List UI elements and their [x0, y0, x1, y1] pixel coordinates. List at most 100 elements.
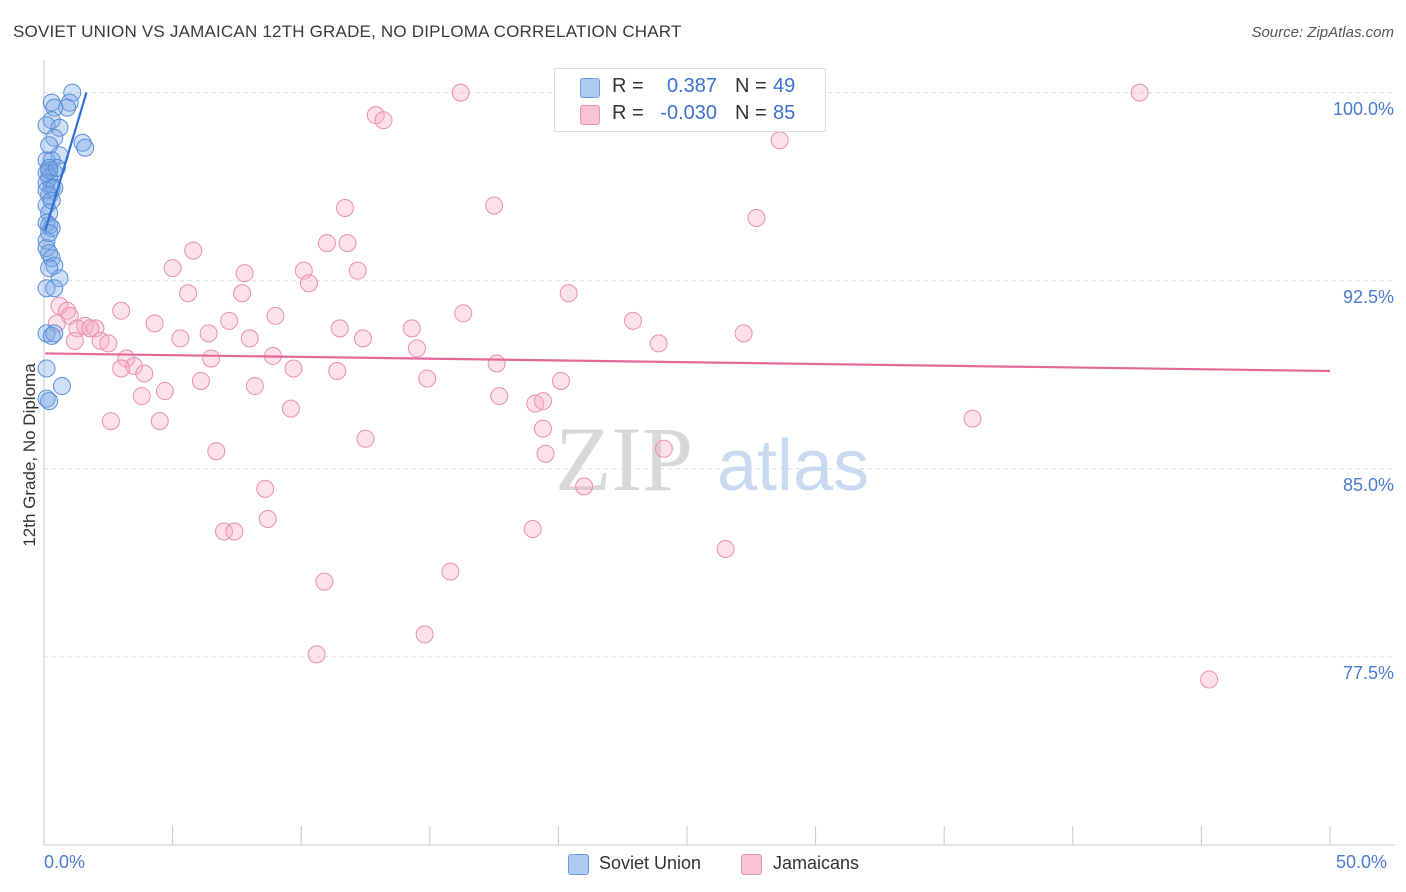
soviet-point — [58, 98, 77, 117]
soviet-r-value: 0.387 — [666, 75, 717, 97]
jamaican-point — [575, 477, 594, 496]
jamaican-point — [266, 306, 285, 325]
jamaican-point — [353, 329, 372, 348]
jamaican-point — [407, 339, 426, 358]
jamaican-point — [171, 329, 190, 348]
jamaicans-legend-swatch — [741, 854, 762, 875]
jamaican-point — [245, 377, 264, 396]
jamaicans-n-value: 85 — [773, 102, 796, 124]
soviet-point — [53, 377, 72, 396]
jamaican-point — [256, 479, 275, 498]
jamaican-point — [770, 131, 789, 150]
jamaicans-swatch — [580, 105, 600, 125]
legend-row-jamaicans: R = -0.030 N = 85 — [555, 101, 825, 127]
jamaican-point — [747, 209, 766, 228]
jamaican-point — [163, 259, 182, 278]
jamaican-point — [207, 442, 226, 461]
r-label: R = — [612, 102, 644, 124]
data-points — [37, 83, 1219, 689]
jamaican-point — [330, 319, 349, 338]
jamaican-point — [356, 429, 375, 448]
soviet-point — [73, 133, 92, 152]
n-label: N = — [735, 75, 767, 97]
grid-lines — [44, 92, 1395, 658]
jamaican-point — [441, 562, 460, 581]
jamaican-point — [132, 387, 151, 406]
jamaican-trend-line — [45, 352, 1331, 373]
jamaican-point — [418, 369, 437, 388]
jamaican-point — [179, 284, 198, 303]
n-label: N = — [735, 102, 767, 124]
jamaican-point — [523, 519, 542, 538]
soviet-point — [76, 138, 95, 157]
soviet-point — [40, 259, 59, 278]
source-label: Source: ZipAtlas.com — [1251, 24, 1394, 41]
jamaican-point — [184, 241, 203, 260]
jamaican-point — [220, 311, 239, 330]
jamaican-point — [307, 645, 326, 664]
soviet-point — [37, 324, 56, 343]
trend-lines — [44, 92, 1331, 373]
jamaican-point — [348, 261, 367, 280]
soviet-point — [50, 118, 69, 137]
soviet-point — [47, 158, 66, 177]
jamaican-point — [328, 361, 347, 380]
soviet-trend-line — [44, 92, 88, 231]
jamaican-point — [533, 392, 552, 411]
jamaican-point — [734, 324, 753, 343]
soviet-swatch — [580, 78, 600, 98]
watermark-atlas: atlas — [717, 426, 869, 506]
y-tick-label: 77.5% — [1342, 662, 1394, 683]
soviet-point — [40, 224, 59, 243]
jamaican-point — [240, 329, 259, 348]
jamaican-point — [335, 198, 354, 217]
jamaican-point — [1200, 670, 1219, 689]
soviet-n-value: 49 — [773, 75, 796, 97]
y-axis-label: 12th Grade, No Diploma — [20, 363, 39, 547]
jamaican-point — [963, 409, 982, 428]
jamaican-point — [536, 444, 555, 463]
soviet-point — [42, 111, 61, 130]
soviet-point — [40, 392, 59, 411]
jamaican-point — [199, 324, 218, 343]
legend-row-soviet: R = 0.387 N = 49 — [555, 74, 825, 100]
jamaican-point — [101, 412, 120, 431]
y-tick-label: 85.0% — [1342, 474, 1394, 495]
soviet-point — [45, 324, 64, 343]
jamaican-point — [112, 301, 131, 320]
soviet-point — [37, 389, 56, 408]
jamaican-point — [716, 540, 735, 559]
jamaican-point — [235, 264, 254, 283]
jamaicans-legend-label: Jamaicans — [773, 853, 860, 873]
soviet-point — [42, 326, 61, 345]
jamaican-point — [338, 234, 357, 253]
watermark: ZIP atlas — [555, 408, 869, 510]
jamaican-point — [233, 284, 252, 303]
jamaican-point — [81, 319, 100, 338]
jamaican-point — [150, 412, 169, 431]
chart-title: SOVIET UNION VS JAMAICAN 12TH GRADE, NO … — [13, 22, 682, 41]
jamaican-point — [317, 234, 336, 253]
jamaican-point — [281, 399, 300, 418]
y-tick-label: 100.0% — [1332, 98, 1394, 119]
jamaican-point — [202, 349, 221, 368]
soviet-legend-label: Soviet Union — [599, 853, 702, 873]
jamaican-point — [112, 359, 131, 378]
jamaican-point — [623, 311, 642, 330]
jamaican-point — [155, 382, 174, 401]
jamaican-point — [191, 372, 210, 391]
jamaican-point — [135, 364, 154, 383]
soviet-point — [45, 279, 64, 298]
jamaican-point — [454, 304, 473, 323]
jamaicans-r-value: -0.030 — [660, 102, 717, 124]
jamaican-point — [487, 354, 506, 373]
jamaican-point — [284, 359, 303, 378]
jamaican-point — [402, 319, 421, 338]
y-tick-label: 92.5% — [1342, 286, 1394, 307]
jamaican-point — [415, 625, 434, 644]
jamaican-point — [1130, 83, 1149, 102]
jamaican-point — [654, 439, 673, 458]
jamaican-point — [485, 196, 504, 215]
soviet-point — [37, 239, 56, 258]
